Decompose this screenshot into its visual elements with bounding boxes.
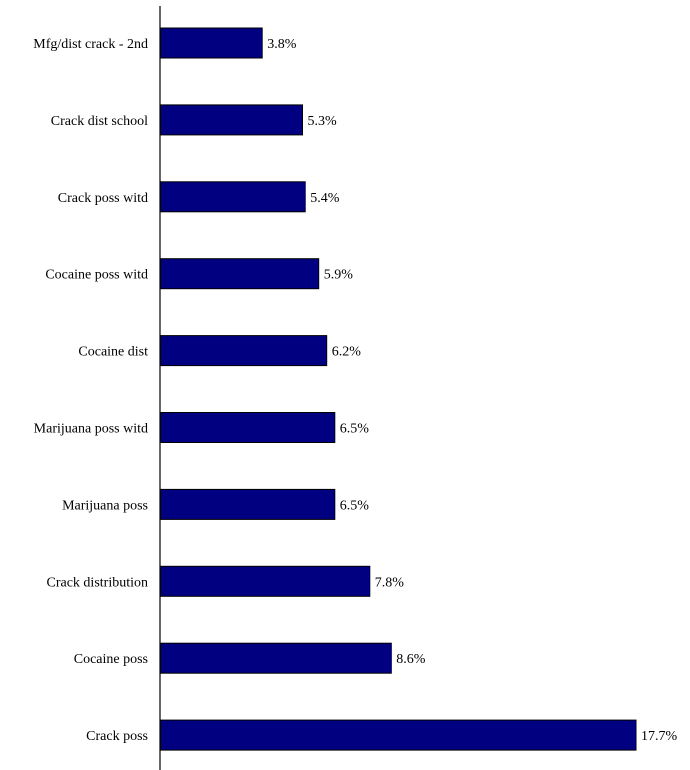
value-label-9: 17.7% [641, 729, 678, 744]
value-label-4: 6.2% [332, 345, 362, 360]
labels-layer: Mfg/dist crack - 2nd 3.8% Crack dist schoo… [33, 37, 677, 744]
bar-4 [159, 335, 328, 367]
value-label-2: 5.4% [310, 191, 340, 206]
bar-1 [159, 104, 303, 136]
value-label-3: 5.9% [324, 268, 354, 283]
value-label-0: 3.8% [267, 37, 297, 52]
category-label-6: Marijuana poss [62, 498, 148, 513]
bar-6 [159, 488, 336, 520]
category-label-5: Marijuana poss witd [34, 422, 148, 437]
category-label-4: Cocaine dist [78, 345, 148, 360]
bar-3 [159, 258, 320, 290]
category-label-8: Cocaine poss [74, 652, 148, 667]
value-label-5: 6.5% [340, 422, 370, 437]
value-label-6: 6.5% [340, 498, 370, 513]
category-label-7: Crack distribution [47, 575, 149, 590]
bar-0 [159, 27, 263, 59]
category-label-9: Crack poss [86, 729, 148, 744]
category-label-1: Crack dist school [51, 114, 148, 129]
category-label-3: Cocaine poss witd [45, 268, 148, 283]
value-label-7: 7.8% [375, 575, 405, 590]
category-label-0: Mfg/dist crack - 2nd [33, 37, 148, 52]
bar-2 [159, 181, 306, 213]
category-label-2: Crack poss witd [58, 191, 148, 206]
bar-8 [159, 642, 392, 674]
bar-7 [159, 565, 371, 597]
value-label-1: 5.3% [308, 114, 338, 129]
value-label-8: 8.6% [396, 652, 426, 667]
bar-5 [159, 412, 336, 443]
bar-9 [159, 719, 637, 751]
bars-layer [159, 27, 637, 751]
